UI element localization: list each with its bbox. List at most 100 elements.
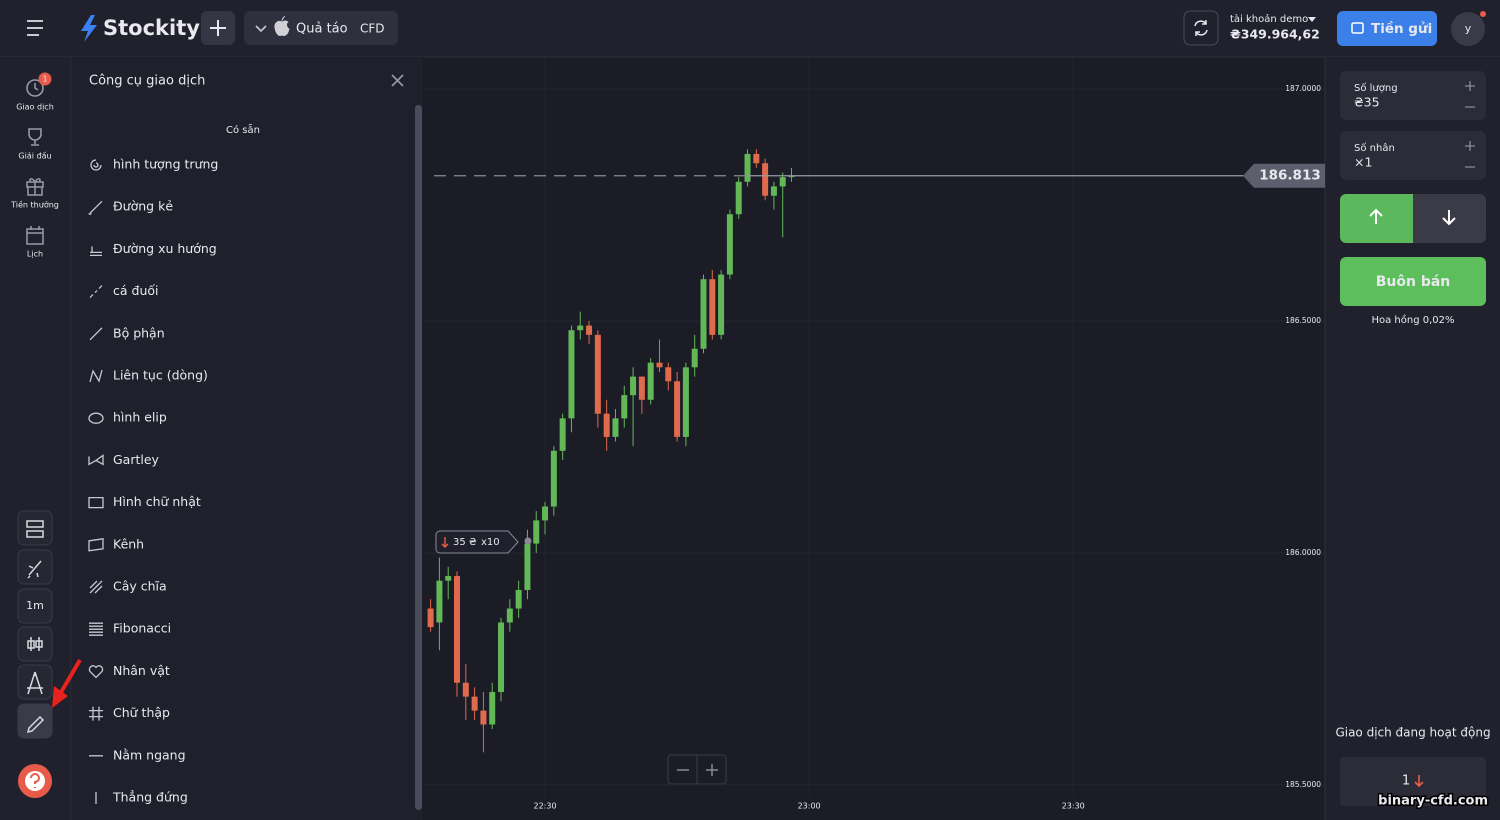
tool-label[interactable]: cá đuối [113,283,158,298]
candle-body [753,153,760,164]
tool-label[interactable]: Hình chữ nhật [113,494,201,509]
annotation-arrow [58,658,82,696]
tournament-icon [28,128,42,146]
amount-label: Số lượng [1354,82,1398,94]
refresh-button[interactable] [1183,10,1219,46]
tool-label[interactable]: hình elip [113,410,167,425]
tool-icon [88,454,104,466]
tool-icon [89,580,103,594]
chevron-icon [255,25,267,33]
trade-marker-amount: 35 ₴ [453,537,477,548]
candle-body [594,334,601,414]
candle-body [445,576,452,581]
tool-label[interactable]: Liên tục (dòng) [113,368,208,383]
asset-type: CFD [360,22,385,36]
tool-label[interactable]: Gartley [113,452,160,467]
candle-body [665,367,672,382]
trade-panel [1325,57,1500,820]
tool-icon [89,622,103,636]
candle-body [621,395,628,419]
tool-icon [89,327,103,341]
panel-title: Công cụ giao dịch [89,74,205,89]
help-question [30,773,40,788]
candle-body [735,181,742,215]
zoom-in[interactable] [706,764,718,776]
tool-label[interactable]: Đường kẻ [113,199,173,214]
candle-body [515,589,522,609]
candle-body [577,325,584,331]
active-trades-box[interactable] [1340,757,1486,806]
multiplier-input[interactable] [1340,131,1486,180]
trade-marker-arrow [441,537,449,548]
avatar[interactable] [1451,12,1485,46]
tool-label[interactable]: Thẳng đứng [112,790,188,805]
candle-body [612,418,619,437]
sidebar-button[interactable] [17,588,53,624]
tool-icon [88,496,104,509]
chart: 185.5000 186.0000 186.5000 187.0000 22:30 23:… [424,57,1325,811]
x-tick-label: 22:30 [534,802,557,811]
tool-label[interactable]: Fibonacci [113,621,171,636]
chart-area [424,57,1325,820]
balance: ₴349.964,62 [1230,27,1320,42]
tools-panel [72,57,423,820]
trade-button[interactable] [1340,257,1486,306]
candle-body [586,325,593,335]
down-arrow [1442,210,1456,226]
tool-label[interactable]: Bộ phận [113,325,165,340]
refresh-icon [1194,20,1208,36]
logo-icon [81,15,97,42]
sidebar-button-icon [26,520,44,538]
candle-body [550,450,557,507]
watermark: binary-cfd.com [1378,794,1488,809]
multiplier-value: ×1 [1354,155,1372,170]
sidebar-button-icon [27,671,43,695]
plus-icon [210,20,226,36]
amount-input[interactable] [1340,71,1486,120]
sidebar-button-icon [27,637,43,651]
close-button[interactable] [391,74,404,87]
tool-label[interactable]: Kênh [113,536,144,551]
active-trade-arrow [1414,775,1424,788]
menu-button[interactable] [27,20,43,36]
amount-stepper[interactable] [1465,81,1475,108]
sidebar-button-icon [26,715,45,734]
active-trades-count: 1 [1402,774,1410,789]
candle-body [498,622,505,693]
candle-body [568,330,575,419]
tool-icon [90,246,102,257]
sidebar-button[interactable] [17,664,53,700]
tool-icon [89,285,103,299]
candle-body [709,279,716,335]
tool-label[interactable]: Nằm ngang [113,747,186,762]
candle-body [674,381,681,437]
tool-label[interactable]: Đường xu hướng [113,241,217,256]
tool-label[interactable]: Nhân vật [113,663,170,678]
up-arrow [1369,208,1383,224]
sidebar-button[interactable] [17,510,53,546]
scrollbar[interactable] [415,105,422,810]
tool-label[interactable]: Chữ thập [113,705,170,720]
candle-body [788,175,795,178]
sidebar-button-icon [27,560,42,579]
sidebar-label: Giải đấu [18,151,51,161]
candle-body [744,153,751,182]
tool-icon [88,200,103,215]
multiplier-stepper[interactable] [1465,141,1475,168]
tool-icon [88,538,104,552]
y-tick-label: 185.5000 [1285,780,1321,789]
tool-label[interactable]: Cây chĩa [113,579,167,594]
candle-body [542,506,549,521]
deposit-label: Tiền gửi [1371,20,1432,37]
bonus-icon [26,178,44,196]
tool-label[interactable]: hình tượng trưng [113,157,218,172]
candle-body [427,608,434,628]
deposit-button[interactable] [1337,11,1437,46]
sidebar-button[interactable] [17,626,53,662]
account-dropdown[interactable] [1308,17,1316,22]
price-label-bg [1243,163,1325,188]
badge-count: 1 [42,75,47,84]
trade-marker-multiplier: x10 [481,537,500,548]
x-tick-label: 23:30 [1062,802,1085,811]
